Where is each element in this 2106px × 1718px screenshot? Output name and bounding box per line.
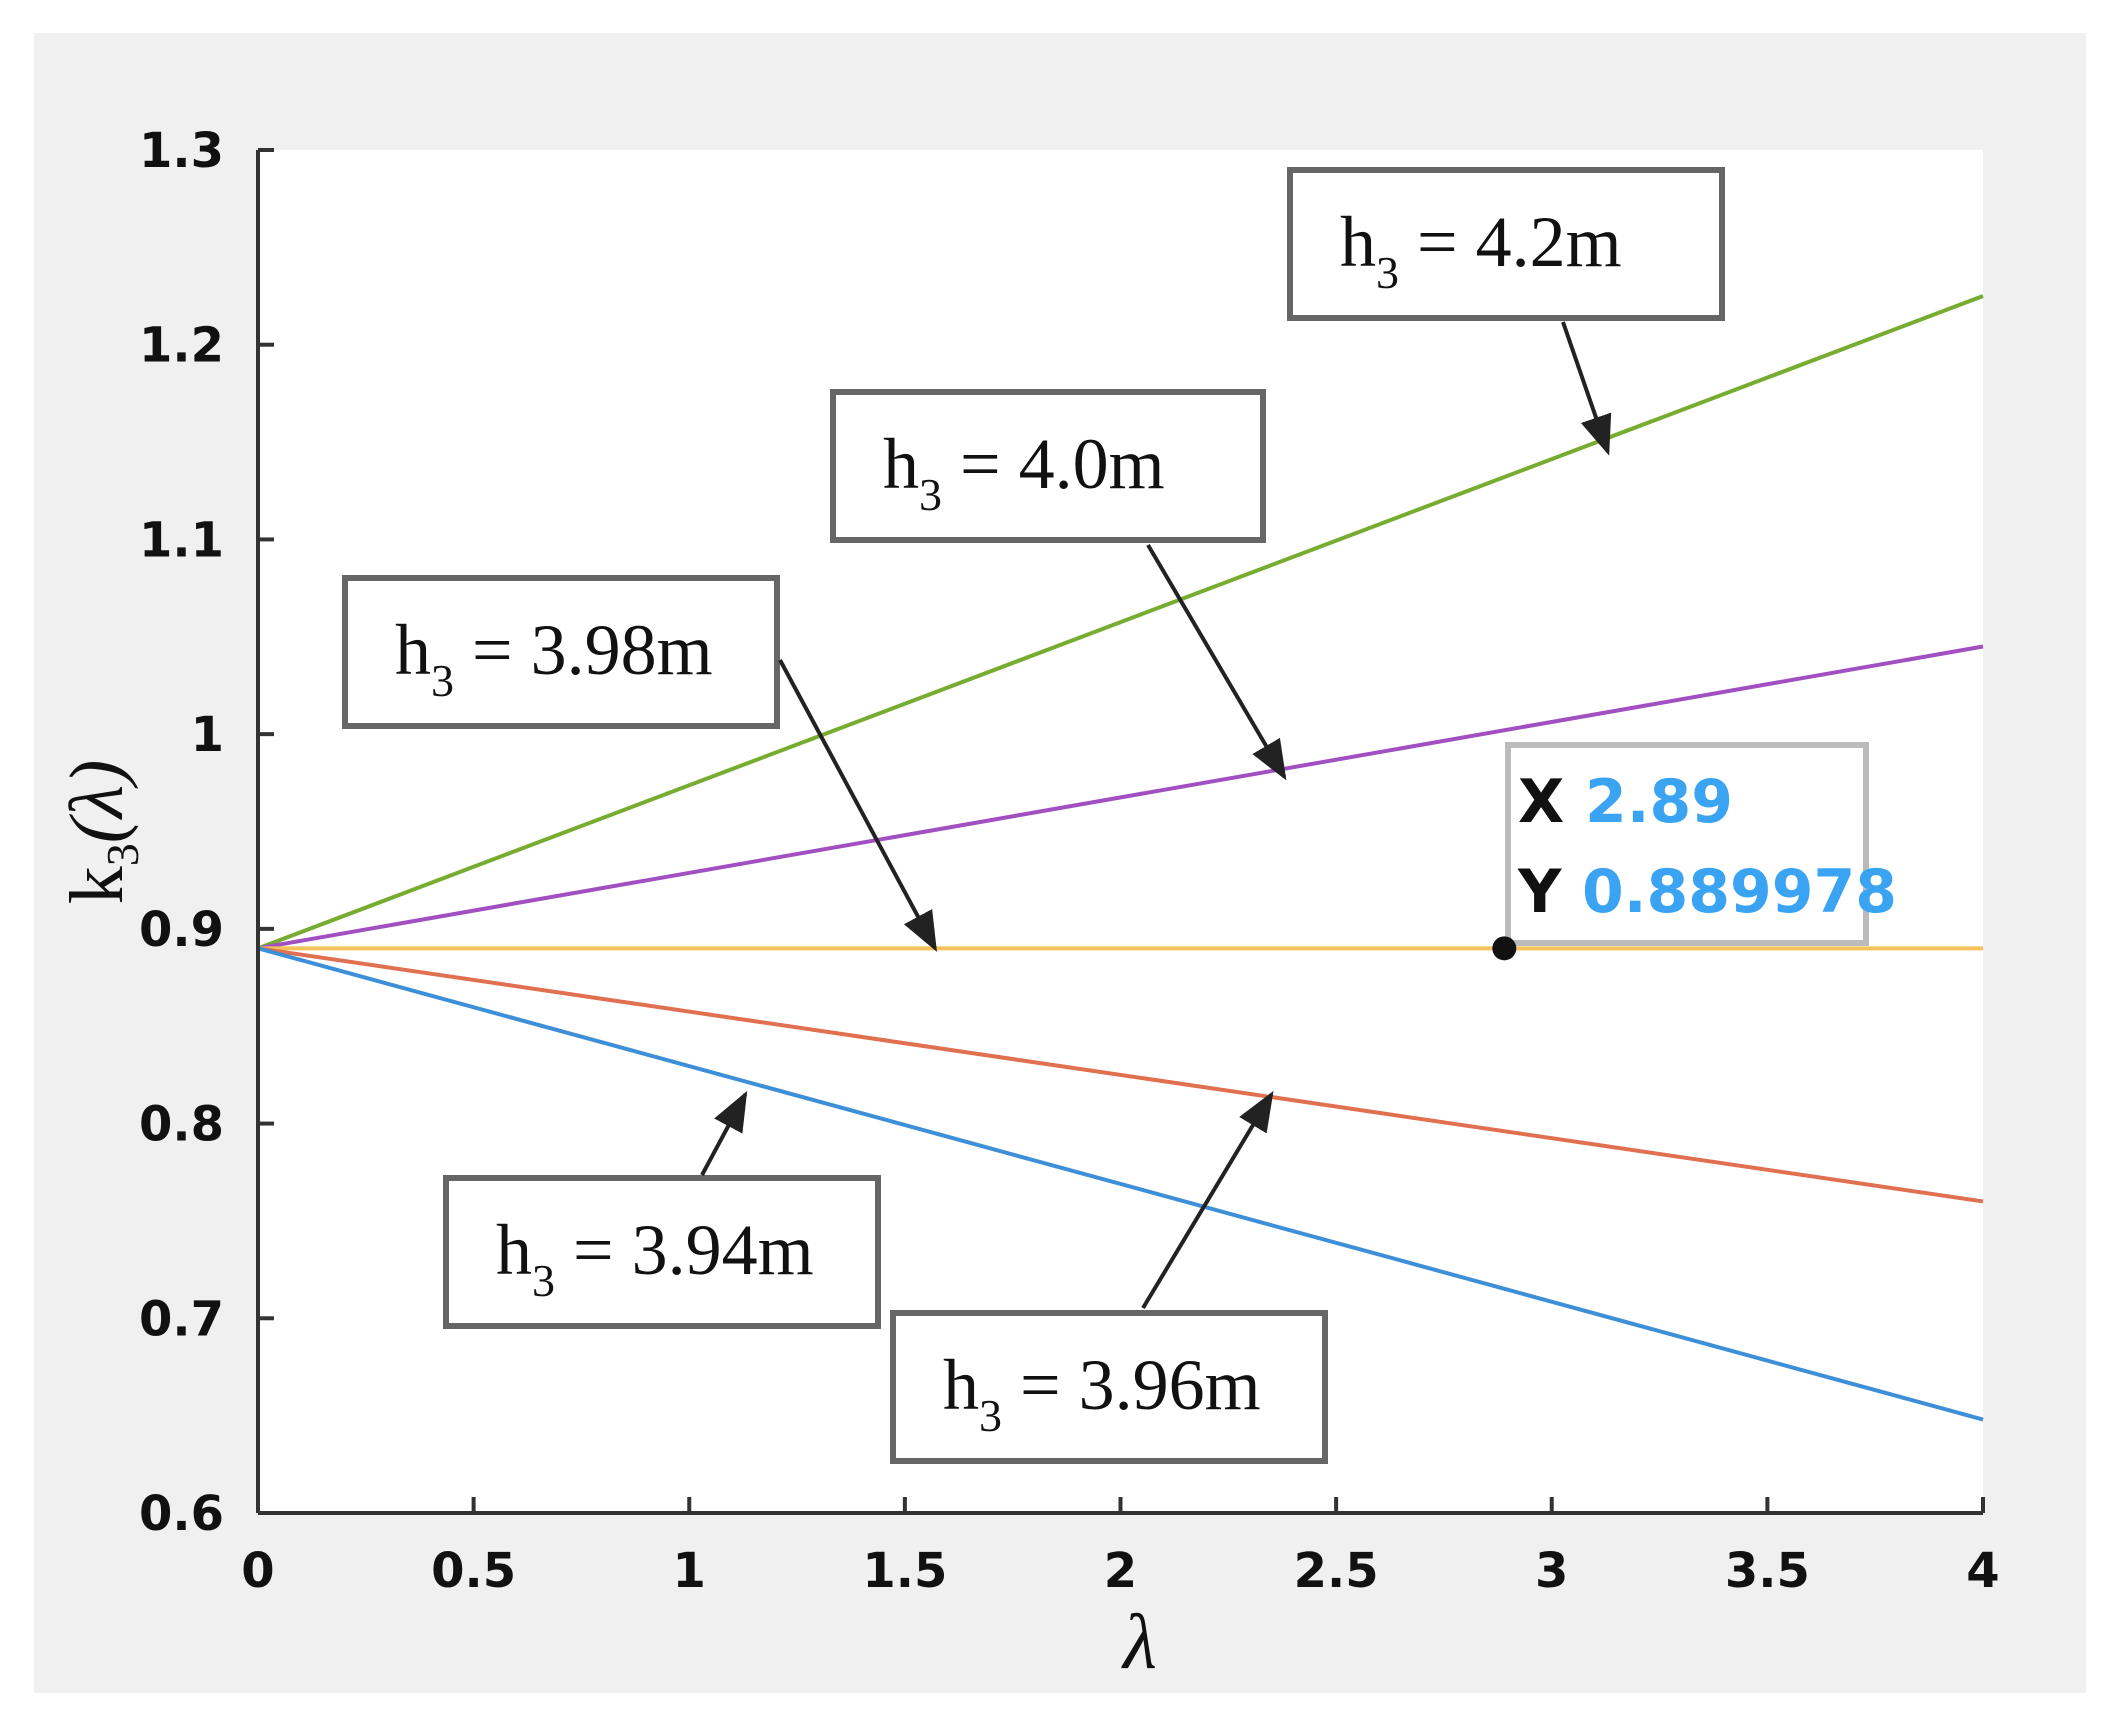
datatip-y-key: Y — [1517, 857, 1563, 927]
datatip[interactable]: X 2.89 Y 0.889978 — [1492, 742, 1897, 961]
series-line-3 — [257, 946, 1984, 1204]
y-tick-label: 1.2 — [139, 318, 224, 374]
x-tick-label: 2.5 — [1294, 1543, 1379, 1599]
annotation-box — [342, 575, 780, 729]
y-tick-label: 0.7 — [139, 1291, 224, 1347]
x-tick-label: 3.5 — [1725, 1543, 1810, 1599]
x-tick-label: 3 — [1535, 1543, 1568, 1599]
annotation-arrow — [1561, 321, 1612, 456]
x-axis-label: λ — [1121, 1598, 1157, 1685]
x-tick-label: 1.5 — [862, 1543, 947, 1599]
annotation-label: h3 = 3.96m — [943, 1345, 1261, 1441]
series-line-0 — [257, 294, 1984, 951]
annotation-arrow — [778, 659, 937, 952]
annotation-label: h3 = 4.0m — [883, 424, 1165, 520]
datatip-x-key: X — [1518, 767, 1564, 837]
y-tick-label: 1.3 — [139, 123, 224, 179]
axis-labels-layer: λ k3(λ) — [55, 760, 1157, 1685]
annotation-box — [443, 1175, 881, 1329]
svg-text:k3(λ): k3(λ) — [55, 760, 148, 905]
x-tick-label: 2 — [1104, 1543, 1137, 1599]
x-tick-label: 4 — [1966, 1543, 1999, 1599]
y-axis-label-arg: (λ) — [55, 760, 139, 844]
ticks-layer: 0 0.5 1 1.5 2 2.5 3 3.5 4 0.6 0.7 0.8 0.9 1 1.1 1.2 1.3 — [139, 123, 2000, 1599]
annotation-box — [830, 389, 1266, 543]
annotation-box — [890, 1310, 1328, 1464]
y-axis-label-sub: 3 — [97, 843, 148, 866]
y-tick-label: 1 — [191, 707, 224, 763]
datatip-box — [1505, 742, 1869, 946]
datatip-marker[interactable] — [1492, 936, 1517, 961]
y-axis-label: k3(λ) — [55, 760, 148, 905]
y-tick-label: 0.8 — [139, 1097, 224, 1153]
y-tick-label: 1.1 — [139, 512, 224, 568]
annotation-label: h3 = 3.98m — [395, 610, 713, 706]
y-axis-label-main: k — [55, 866, 139, 904]
datatip-y-value: 0.889978 — [1582, 857, 1897, 927]
x-tick-label: 0 — [241, 1543, 274, 1599]
x-tick-label: 1 — [673, 1543, 706, 1599]
annotation-label: h3 = 4.2m — [1340, 202, 1622, 298]
annotation-box — [1287, 167, 1725, 321]
annotations-layer: h3 = 4.2m h3 = 4.0m h3 = 3.98m h3 = 3.96m h3 = 3.… — [342, 167, 1725, 1464]
datatip-x-value: 2.89 — [1585, 767, 1733, 837]
annotation-arrow — [1146, 543, 1287, 781]
series-layer — [257, 294, 1984, 1422]
series-line-1 — [257, 644, 1984, 951]
x-tick-label: 0.5 — [431, 1543, 516, 1599]
y-tick-label: 0.9 — [139, 902, 224, 958]
y-tick-label: 0.6 — [139, 1486, 224, 1542]
annotation-arrow — [700, 1090, 748, 1176]
annotation-arrow — [1141, 1090, 1274, 1310]
series-line-4 — [257, 946, 1984, 1422]
annotation-label: h3 = 3.94m — [496, 1210, 814, 1306]
